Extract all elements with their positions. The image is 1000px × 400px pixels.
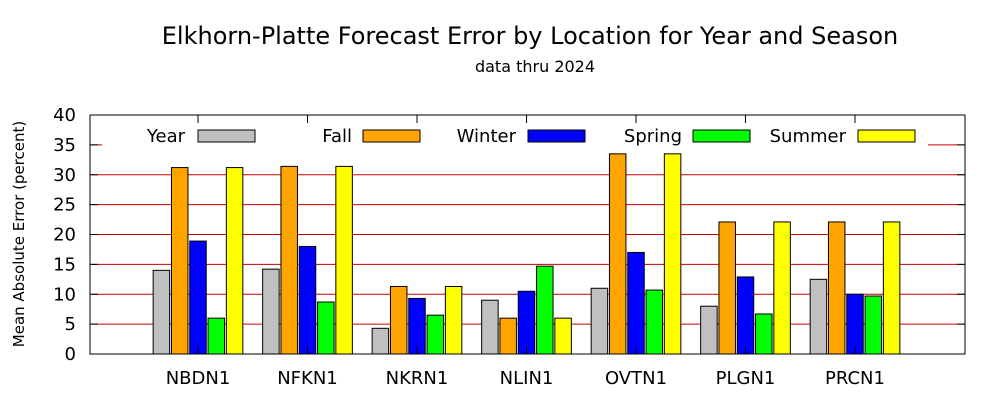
y-tick-label: 40 [53, 105, 76, 126]
bar-spring-ovtn1 [645, 289, 664, 355]
x-tick-label: OVTN1 [605, 368, 667, 389]
legend-swatch-fall [362, 129, 421, 143]
legend-swatch-spring [692, 129, 751, 143]
x-tick-label: NKRN1 [386, 368, 449, 389]
bar-spring-nlin1 [536, 265, 554, 355]
bar-fall-nbdn1 [170, 167, 189, 355]
bar-fall-nfkn1 [280, 165, 298, 355]
legend-label-spring: Spring [624, 126, 682, 147]
x-tick-label: PLGN1 [716, 368, 776, 389]
legend-swatch-summer [857, 129, 916, 143]
bar-summer-ovtn1 [663, 153, 682, 355]
x-tick-label: NFKN1 [277, 368, 338, 389]
bar-year-ovtn1 [590, 287, 609, 355]
y-tick-label: 35 [53, 135, 76, 156]
bar-fall-prcn1 [827, 221, 846, 355]
bar-summer-nlin1 [554, 317, 572, 355]
bar-summer-nbdn1 [225, 167, 244, 355]
plot-frame [89, 114, 966, 355]
legend-swatch-winter [527, 129, 586, 143]
bar-winter-nkrn1 [408, 297, 426, 355]
y-tick-label: 30 [53, 165, 76, 186]
y-tick-label: 25 [53, 195, 76, 216]
bar-summer-plgn1 [773, 221, 791, 355]
y-axis-label: Mean Absolute Error (percent) [10, 121, 28, 347]
legend-label-summer: Summer [770, 126, 847, 147]
bar-fall-nlin1 [499, 317, 517, 355]
bar-fall-nkrn1 [389, 285, 408, 355]
y-axis-ticks: 0 5 10 15 20 25 30 35 40 [53, 105, 965, 365]
y-tick-label: 5 [65, 314, 76, 335]
bar-year-plgn1 [700, 305, 718, 355]
bar-winter-nfkn1 [298, 245, 317, 355]
legend-label-fall: Fall [322, 126, 352, 147]
chart-subtitle: data thru 2024 [475, 57, 595, 76]
bar-spring-nbdn1 [207, 317, 226, 355]
x-axis-ticks: NBDN1 NFKN1 NKRN1 NLIN1 OVTN1 PLGN1 PRCN1 [166, 115, 885, 389]
bar-summer-nkrn1 [444, 285, 463, 355]
bar-summer-nfkn1 [335, 165, 353, 355]
bar-winter-nlin1 [517, 290, 536, 355]
bar-fall-plgn1 [718, 221, 736, 355]
x-tick-label: PRCN1 [825, 368, 885, 389]
x-tick-label: NBDN1 [166, 368, 231, 389]
x-tick-label: NLIN1 [500, 368, 554, 389]
bar-fall-ovtn1 [608, 153, 627, 355]
bar-winter-ovtn1 [627, 251, 645, 355]
bar-spring-prcn1 [864, 295, 883, 355]
bar-winter-nbdn1 [189, 240, 207, 355]
bars [152, 153, 901, 355]
bar-year-nlin1 [481, 299, 499, 355]
legend: Year Fall Winter Spring Summer [146, 126, 916, 147]
bar-spring-nfkn1 [317, 301, 335, 355]
y-tick-label: 20 [53, 225, 76, 246]
y-tick-label: 15 [53, 254, 76, 275]
bar-spring-nkrn1 [426, 314, 445, 355]
bar-spring-plgn1 [755, 313, 773, 355]
bar-winter-plgn1 [736, 276, 755, 355]
chart-title: Elkhorn-Platte Forecast Error by Locatio… [162, 22, 898, 50]
y-tick-label: 10 [53, 284, 76, 305]
bar-summer-prcn1 [882, 221, 901, 355]
bar-year-nkrn1 [371, 327, 390, 355]
bar-year-prcn1 [809, 278, 828, 355]
bar-year-nbdn1 [152, 269, 171, 355]
bar-winter-prcn1 [846, 293, 864, 355]
y-tick-label: 0 [65, 344, 76, 365]
legend-swatch-year [197, 129, 256, 143]
legend-label-year: Year [146, 126, 186, 147]
legend-label-winter: Winter [457, 126, 517, 147]
bar-year-nfkn1 [262, 268, 280, 355]
